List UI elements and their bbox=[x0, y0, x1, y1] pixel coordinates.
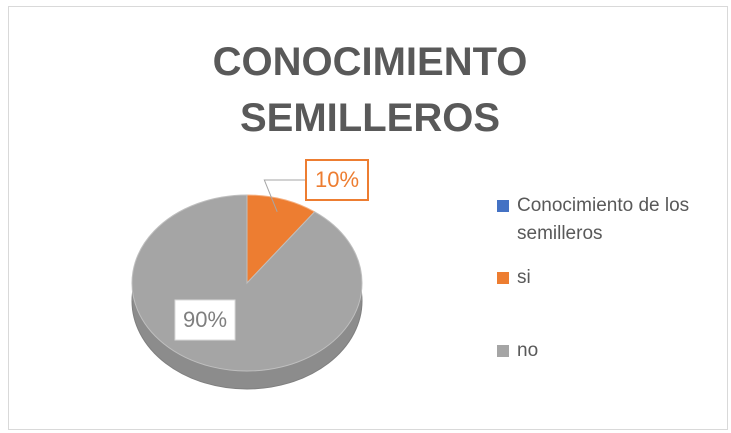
legend-swatch bbox=[497, 345, 509, 357]
pie-slice bbox=[131, 194, 363, 372]
legend-label: Conocimiento de los semilleros bbox=[517, 195, 690, 244]
data-label: 90% bbox=[183, 307, 227, 332]
chart-title: CONOCIMIENTO SEMILLEROS bbox=[212, 40, 528, 140]
chart-frame bbox=[8, 6, 728, 430]
legend-swatch bbox=[497, 200, 509, 212]
leader-line bbox=[263, 179, 305, 213]
data-label-box bbox=[305, 159, 369, 201]
legend-label: si bbox=[517, 267, 531, 288]
data-label-box bbox=[174, 299, 236, 341]
legend-swatch bbox=[497, 272, 509, 284]
pie-slice bbox=[246, 194, 316, 285]
data-label: 10% bbox=[315, 167, 359, 192]
legend-item: si bbox=[497, 264, 722, 292]
legend-item: no bbox=[497, 337, 722, 365]
legend-label: no bbox=[517, 340, 539, 361]
legend-item: Conocimiento de los semilleros bbox=[497, 192, 722, 248]
